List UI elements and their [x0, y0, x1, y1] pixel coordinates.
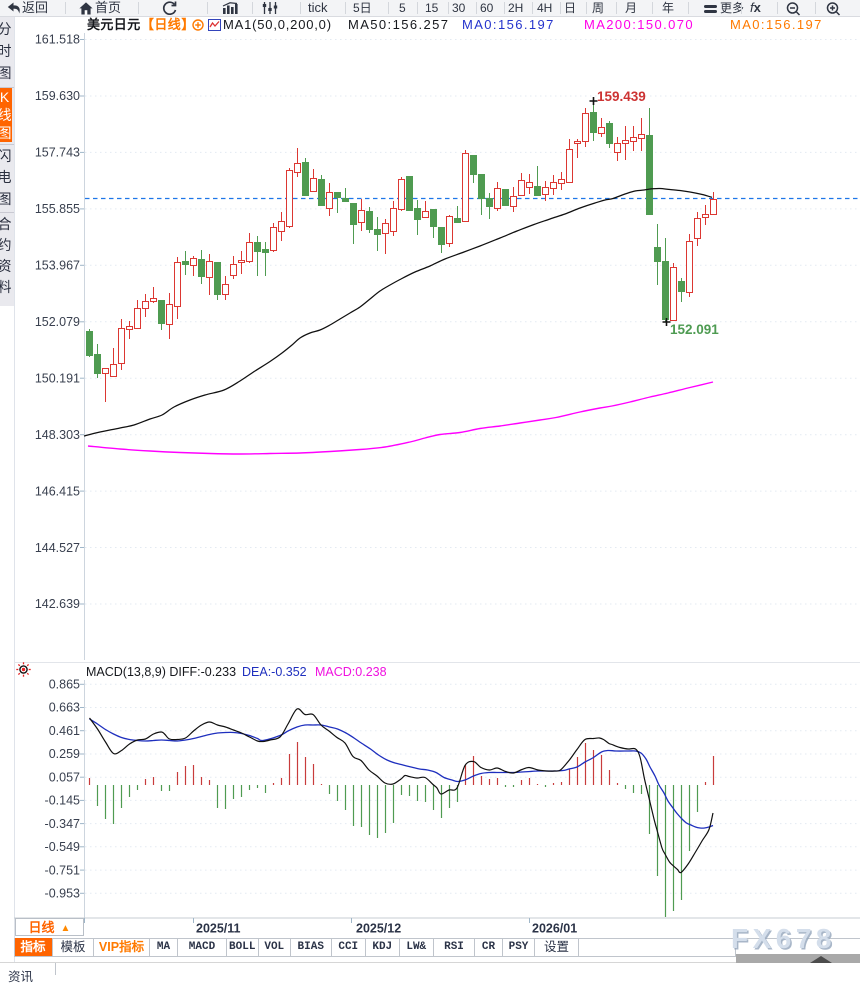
svg-text:0.461: 0.461	[49, 724, 80, 738]
svg-text:152.079: 152.079	[35, 315, 80, 329]
svg-text:153.967: 153.967	[35, 259, 80, 273]
svg-text:-0.549: -0.549	[45, 840, 80, 854]
svg-text:157.743: 157.743	[35, 146, 80, 160]
svg-text:0.663: 0.663	[49, 701, 80, 715]
svg-text:0.259: 0.259	[49, 747, 80, 761]
svg-text:144.527: 144.527	[35, 541, 80, 555]
svg-text:152.091: 152.091	[670, 322, 719, 337]
svg-text:0.057: 0.057	[49, 770, 80, 784]
svg-text:155.855: 155.855	[35, 202, 80, 216]
svg-text:159.630: 159.630	[35, 89, 80, 103]
svg-text:2025/11: 2025/11	[196, 922, 241, 936]
svg-text:MACD:0.238: MACD:0.238	[315, 665, 387, 679]
svg-text:146.415: 146.415	[35, 484, 80, 498]
svg-text:2026/01: 2026/01	[532, 922, 577, 936]
svg-text:148.303: 148.303	[35, 428, 80, 442]
svg-text:MACD(13,8,9) DIFF:-0.233: MACD(13,8,9) DIFF:-0.233	[86, 665, 236, 679]
svg-text:142.639: 142.639	[35, 597, 80, 611]
svg-text:150.191: 150.191	[35, 371, 80, 385]
svg-text:159.439: 159.439	[597, 89, 646, 104]
svg-text:-0.953: -0.953	[45, 887, 80, 901]
svg-text:-0.751: -0.751	[45, 863, 80, 877]
svg-text:0.865: 0.865	[49, 678, 80, 692]
svg-text:161.518: 161.518	[35, 33, 80, 47]
svg-text:-0.145: -0.145	[45, 794, 80, 808]
svg-text:2025/12: 2025/12	[356, 922, 401, 936]
svg-text:DEA:-0.352: DEA:-0.352	[242, 665, 307, 679]
svg-text:-0.347: -0.347	[45, 817, 80, 831]
